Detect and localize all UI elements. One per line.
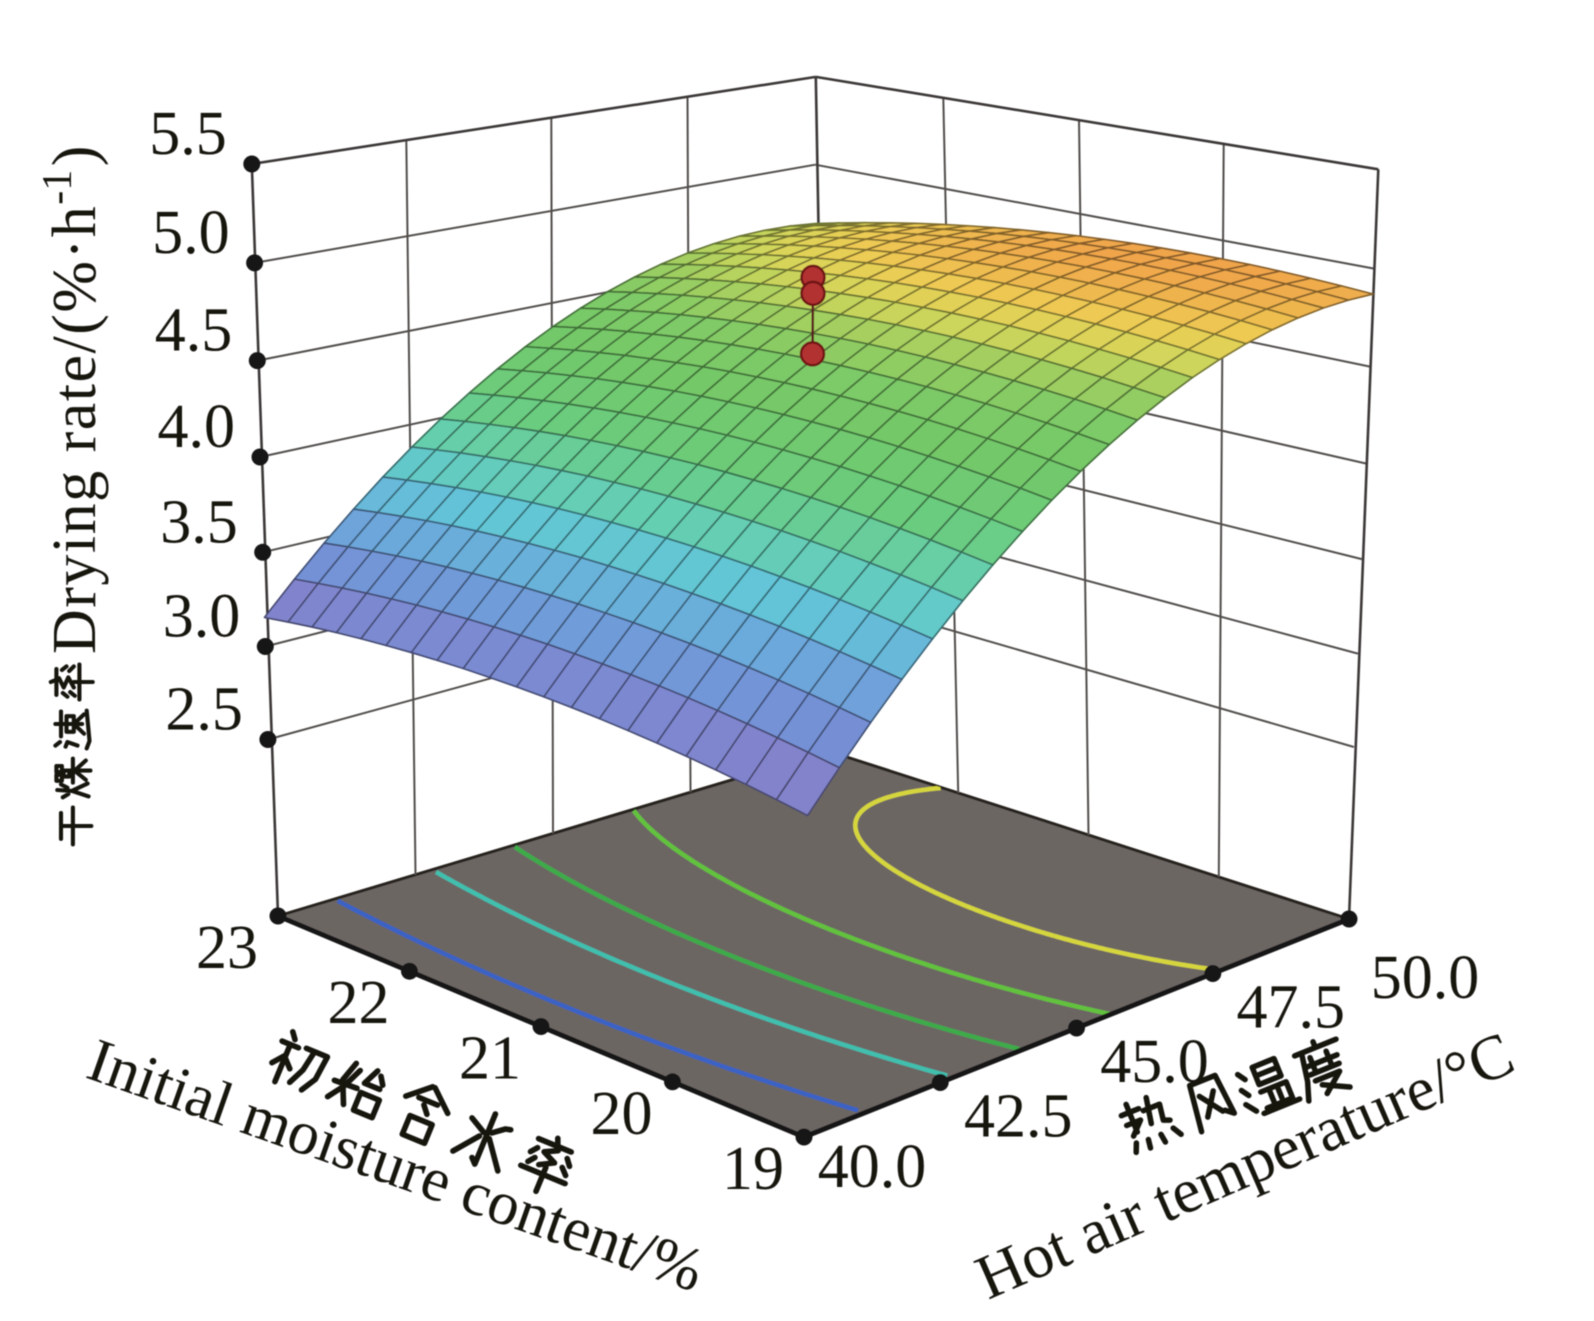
svg-text:23: 23: [196, 914, 258, 982]
svg-text:4.5: 4.5: [155, 297, 233, 365]
svg-text:20: 20: [591, 1080, 653, 1148]
svg-text:21: 21: [459, 1025, 521, 1093]
svg-text:50.0: 50.0: [1371, 944, 1480, 1012]
svg-text:4.0: 4.0: [158, 393, 236, 461]
svg-text:5.5: 5.5: [149, 100, 227, 168]
svg-text:Drying rate/(%·h-1 ): Drying rate/(%·h-1 ): [35, 146, 109, 654]
svg-text:5.0: 5.0: [152, 199, 230, 267]
svg-text:2.5: 2.5: [165, 676, 243, 744]
svg-text:3.0: 3.0: [163, 583, 241, 651]
svg-text:40.0: 40.0: [818, 1133, 927, 1201]
svg-text:22: 22: [328, 969, 390, 1037]
svg-text:19: 19: [722, 1135, 784, 1203]
svg-text:47.5: 47.5: [1237, 974, 1346, 1042]
svg-text:3.5: 3.5: [160, 488, 238, 556]
svg-text:42.5: 42.5: [964, 1083, 1073, 1151]
